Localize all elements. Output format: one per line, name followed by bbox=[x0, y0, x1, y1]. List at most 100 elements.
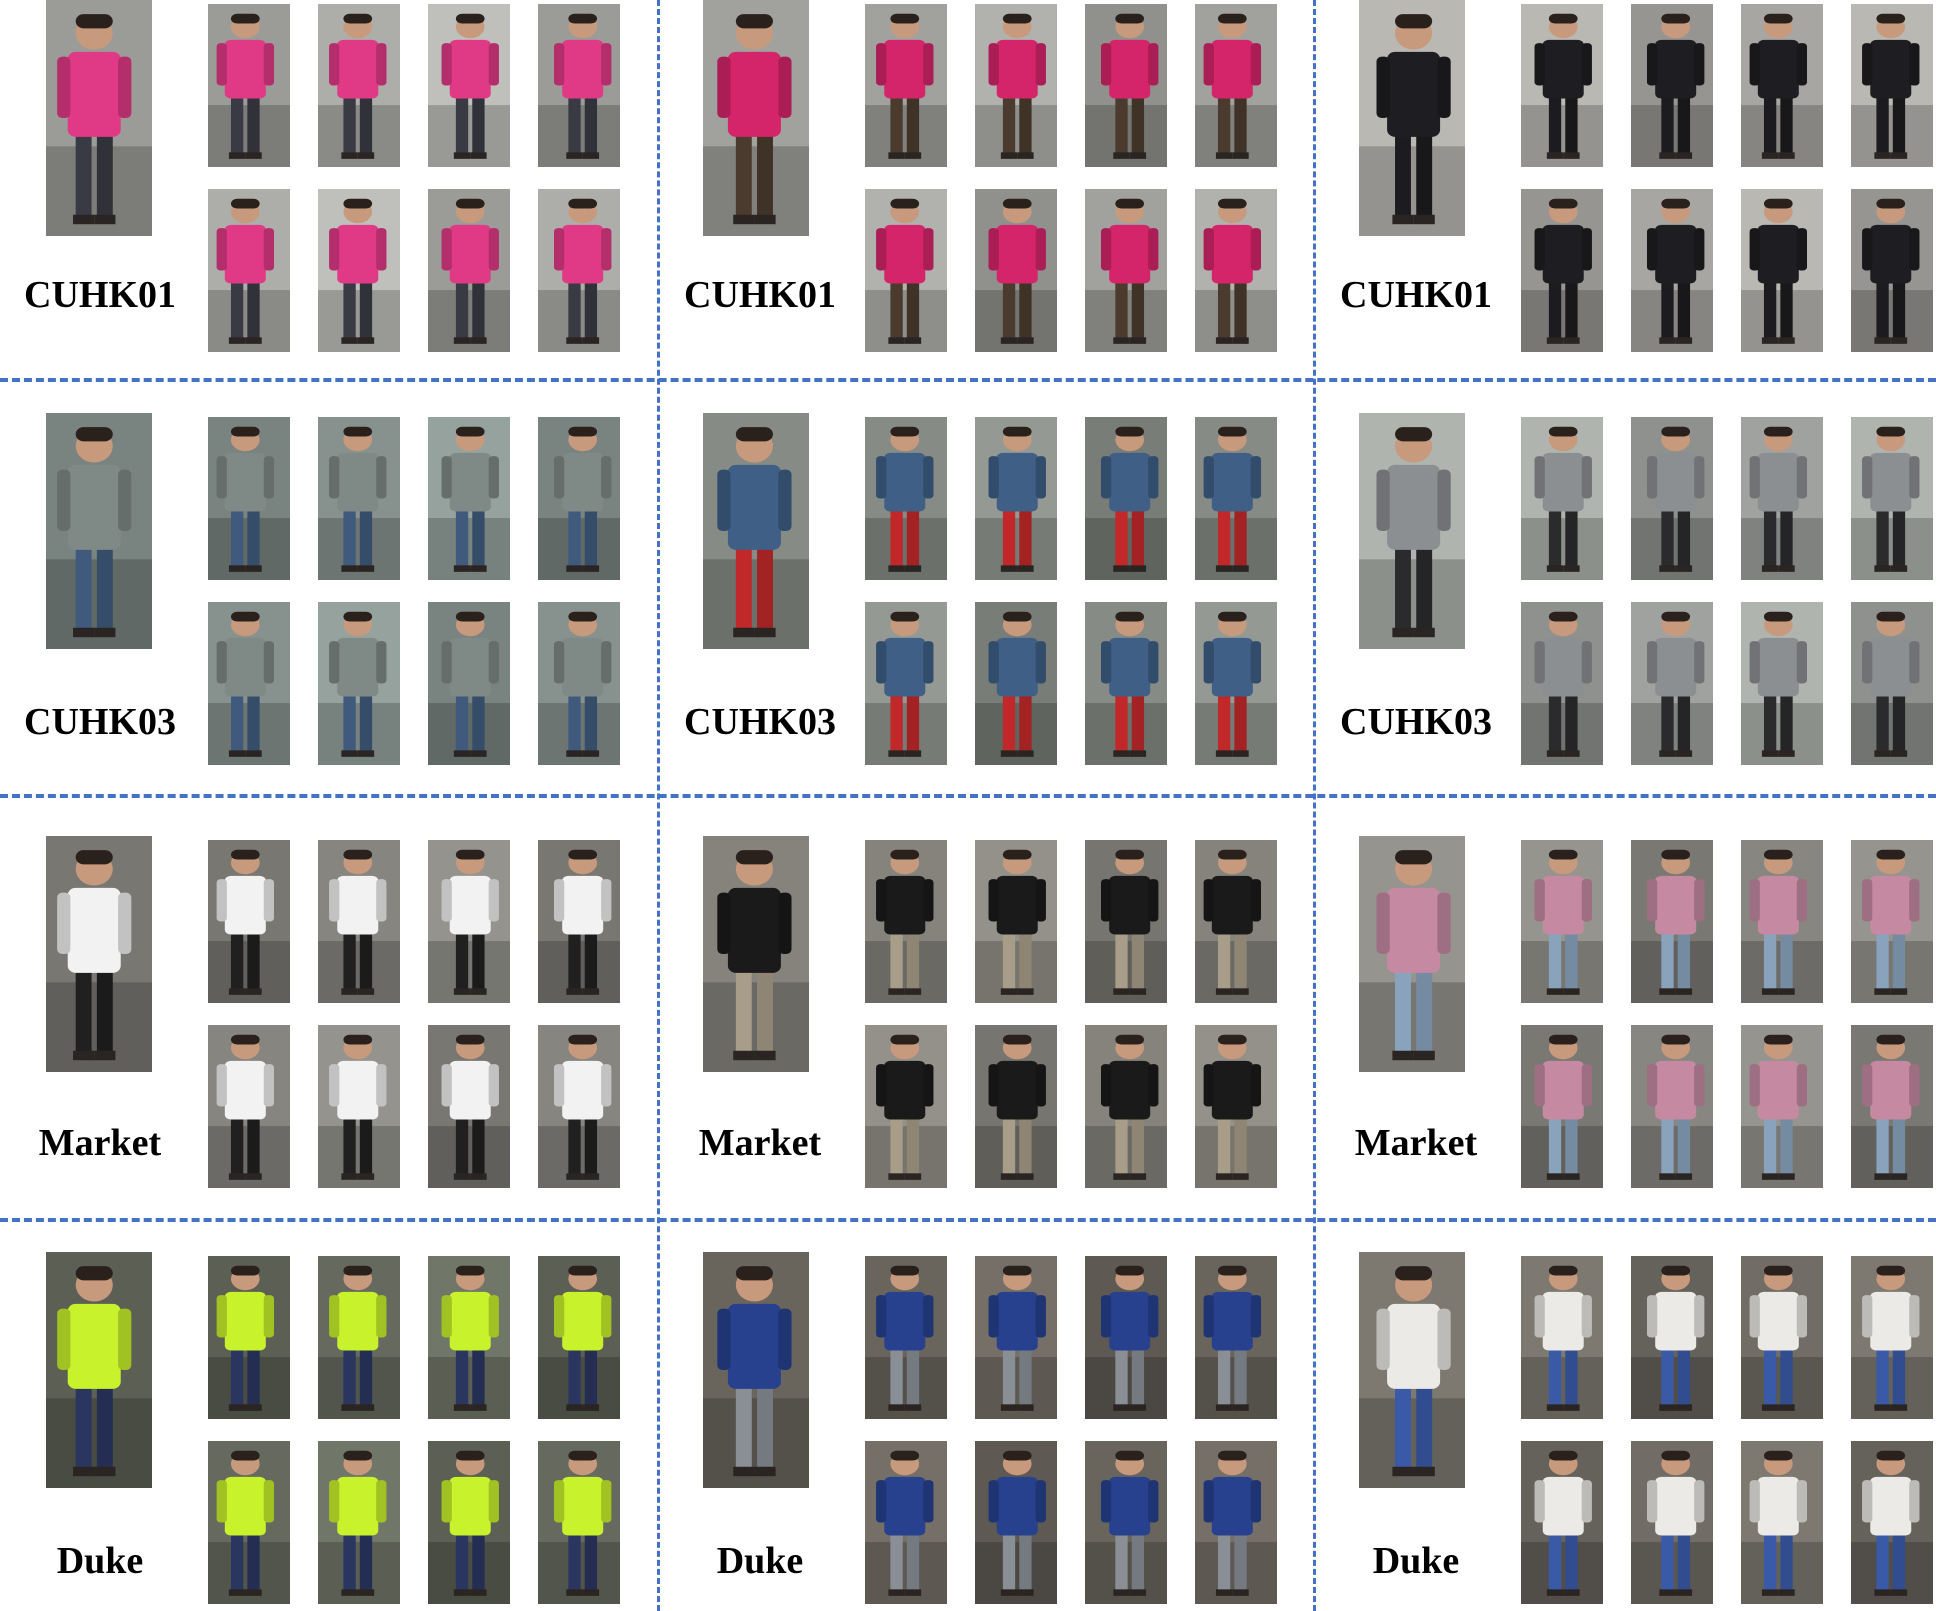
gallery-image bbox=[208, 1256, 290, 1419]
gallery-image bbox=[865, 602, 947, 765]
query-image bbox=[703, 413, 809, 649]
gallery-image bbox=[1851, 840, 1933, 1003]
gallery-image bbox=[428, 1441, 510, 1604]
query-image bbox=[46, 836, 152, 1072]
gallery-image bbox=[865, 840, 947, 1003]
dataset-label: CUHK03 bbox=[24, 701, 176, 743]
query-image bbox=[46, 1252, 152, 1488]
query-image bbox=[46, 0, 152, 236]
gallery-image bbox=[318, 602, 400, 765]
query-image bbox=[1359, 413, 1465, 649]
gallery-image bbox=[538, 602, 620, 765]
gallery-image bbox=[1085, 1025, 1167, 1188]
dataset-label: Market bbox=[698, 1122, 822, 1164]
gallery-image bbox=[318, 189, 400, 352]
dataset-label: CUHK03 bbox=[684, 701, 836, 743]
dataset-label: Duke bbox=[716, 1540, 804, 1582]
gallery-image bbox=[975, 1025, 1057, 1188]
gallery-image bbox=[1195, 1256, 1277, 1419]
gallery-image bbox=[1741, 417, 1823, 580]
gallery-image bbox=[318, 1441, 400, 1604]
gallery-image bbox=[865, 1256, 947, 1419]
gallery-image bbox=[1085, 417, 1167, 580]
gallery-image bbox=[1195, 1441, 1277, 1604]
gallery-image bbox=[1741, 840, 1823, 1003]
gallery-image bbox=[1851, 417, 1933, 580]
gallery-image bbox=[1631, 189, 1713, 352]
gallery-image bbox=[318, 417, 400, 580]
gallery-image bbox=[1851, 189, 1933, 352]
gallery-image bbox=[1521, 1025, 1603, 1188]
gallery-image bbox=[1085, 840, 1167, 1003]
gallery-image bbox=[1521, 840, 1603, 1003]
dataset-label: CUHK01 bbox=[1340, 274, 1492, 316]
gallery-image bbox=[318, 1256, 400, 1419]
gallery-image bbox=[1521, 417, 1603, 580]
gallery-image bbox=[538, 4, 620, 167]
query-image bbox=[1359, 1252, 1465, 1488]
gallery-image bbox=[208, 1441, 290, 1604]
gallery-image bbox=[1851, 1025, 1933, 1188]
gallery-image bbox=[1741, 1025, 1823, 1188]
gallery-image bbox=[865, 189, 947, 352]
gallery-image bbox=[1741, 4, 1823, 167]
gallery-image bbox=[1851, 1441, 1933, 1604]
gallery-image bbox=[318, 4, 400, 167]
dataset-label: CUHK03 bbox=[1340, 701, 1492, 743]
gallery-image bbox=[1631, 4, 1713, 167]
gallery-image bbox=[1631, 602, 1713, 765]
query-image bbox=[703, 836, 809, 1072]
gallery-image bbox=[1195, 1025, 1277, 1188]
gallery-image bbox=[1631, 1025, 1713, 1188]
gallery-image bbox=[428, 417, 510, 580]
gallery-image bbox=[538, 417, 620, 580]
gallery-image bbox=[1631, 840, 1713, 1003]
dataset-label: Duke bbox=[56, 1540, 144, 1582]
gallery-image bbox=[1195, 189, 1277, 352]
gallery-image bbox=[1741, 602, 1823, 765]
gallery-image bbox=[1521, 4, 1603, 167]
gallery-image bbox=[865, 4, 947, 167]
gallery-image bbox=[1195, 840, 1277, 1003]
gallery-image bbox=[208, 602, 290, 765]
gallery-image bbox=[208, 4, 290, 167]
gallery-image bbox=[1851, 4, 1933, 167]
dataset-label: Duke bbox=[1372, 1540, 1460, 1582]
gallery-image bbox=[1085, 602, 1167, 765]
gallery-image bbox=[1521, 1256, 1603, 1419]
gallery-image bbox=[1851, 602, 1933, 765]
dataset-label: Market bbox=[1354, 1122, 1478, 1164]
gallery-image bbox=[428, 4, 510, 167]
gallery-image bbox=[428, 189, 510, 352]
gallery-image bbox=[1631, 1441, 1713, 1604]
gallery-image bbox=[208, 840, 290, 1003]
gallery-image bbox=[1741, 189, 1823, 352]
row-separator bbox=[0, 1218, 1936, 1222]
query-image bbox=[703, 1252, 809, 1488]
gallery-image bbox=[975, 840, 1057, 1003]
gallery-image bbox=[975, 1256, 1057, 1419]
gallery-image bbox=[538, 1256, 620, 1419]
gallery-image bbox=[1085, 189, 1167, 352]
gallery-image bbox=[1521, 1441, 1603, 1604]
gallery-image bbox=[208, 1025, 290, 1188]
gallery-image bbox=[865, 1025, 947, 1188]
gallery-image bbox=[428, 602, 510, 765]
gallery-image bbox=[1631, 417, 1713, 580]
gallery-image bbox=[1741, 1441, 1823, 1604]
row-separator bbox=[0, 794, 1936, 798]
column-separator bbox=[1313, 0, 1316, 1611]
gallery-image bbox=[1851, 1256, 1933, 1419]
gallery-image bbox=[975, 1441, 1057, 1604]
query-image bbox=[1359, 836, 1465, 1072]
gallery-image bbox=[208, 189, 290, 352]
dataset-label: Market bbox=[38, 1122, 162, 1164]
gallery-image bbox=[428, 1256, 510, 1419]
dataset-label: CUHK01 bbox=[684, 274, 836, 316]
gallery-image bbox=[1085, 4, 1167, 167]
gallery-image bbox=[975, 417, 1057, 580]
gallery-image bbox=[975, 189, 1057, 352]
gallery-image bbox=[1521, 602, 1603, 765]
query-image bbox=[46, 413, 152, 649]
gallery-image bbox=[318, 1025, 400, 1188]
